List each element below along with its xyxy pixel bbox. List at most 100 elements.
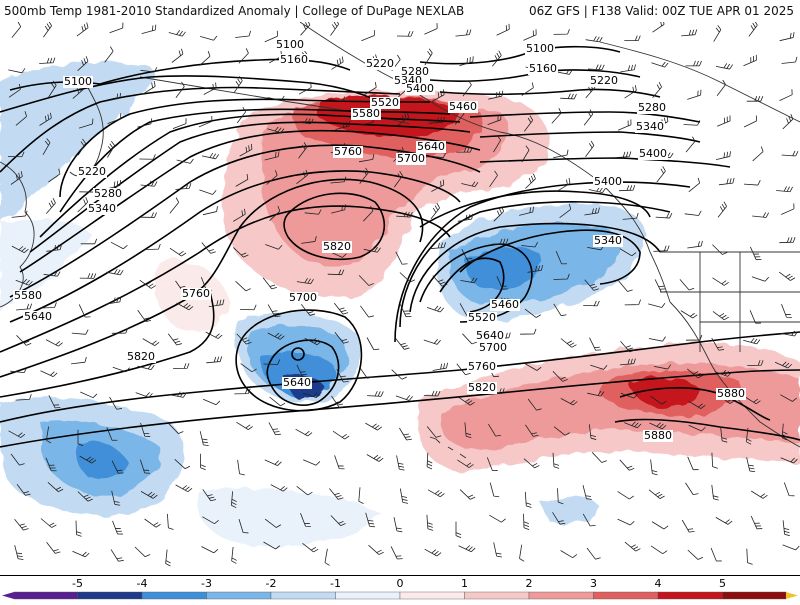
wind-barb bbox=[457, 213, 474, 222]
contour-label-text: 5820 bbox=[323, 240, 351, 253]
wind-barb bbox=[48, 395, 61, 409]
colorbar-tick-label: 5 bbox=[719, 577, 726, 590]
wind-barb bbox=[331, 56, 344, 70]
wind-barb bbox=[140, 212, 157, 218]
wind-barb bbox=[687, 89, 702, 100]
wind-barb bbox=[140, 491, 158, 499]
wind-barb-stroke bbox=[523, 29, 537, 41]
wind-barb-stroke bbox=[77, 138, 86, 156]
contour-label-c5160-ne: 5160 bbox=[528, 62, 558, 75]
wind-barb bbox=[427, 489, 445, 498]
wind-barb-stroke bbox=[486, 457, 498, 471]
contour-label-text: 5760 bbox=[182, 287, 210, 300]
wind-barb bbox=[560, 398, 578, 406]
wind-barb-stroke bbox=[456, 146, 473, 153]
wind-barb-stroke bbox=[717, 201, 727, 218]
wind-barb bbox=[648, 302, 666, 308]
wind-barb bbox=[300, 513, 311, 527]
wind-barb-stroke bbox=[423, 390, 441, 397]
wind-barb-stroke bbox=[717, 115, 731, 127]
wind-barb bbox=[745, 427, 752, 445]
wind-barb-stroke bbox=[16, 335, 32, 346]
contour-label-text: 5640 bbox=[417, 140, 445, 153]
wind-barb bbox=[748, 22, 758, 37]
wind-barb bbox=[111, 460, 124, 474]
wind-barb-stroke bbox=[72, 550, 90, 558]
wind-barb-stroke bbox=[137, 364, 155, 370]
wind-barb-stroke bbox=[391, 369, 407, 380]
map-title: 500mb Temp 1981-2010 Standardized Anomal… bbox=[4, 4, 465, 18]
wind-barb bbox=[423, 339, 441, 345]
wind-barb bbox=[648, 336, 666, 342]
wind-barb bbox=[358, 154, 375, 163]
wind-barb-stroke bbox=[109, 396, 122, 410]
contour-5100-ne bbox=[419, 45, 621, 65]
wind-barb bbox=[424, 548, 442, 557]
wind-barb bbox=[112, 520, 123, 535]
coast-canada bbox=[599, 41, 800, 123]
wind-barb bbox=[553, 149, 569, 159]
wind-barb-stroke bbox=[77, 429, 84, 447]
wind-barb-stroke bbox=[358, 487, 364, 505]
wind-barb-stroke bbox=[45, 198, 56, 214]
wind-barb bbox=[45, 198, 56, 214]
wind-barb bbox=[135, 392, 153, 398]
wind-barb bbox=[137, 309, 152, 322]
contour-label-text: 5160 bbox=[529, 62, 557, 75]
wind-barb bbox=[109, 396, 122, 410]
wind-barb-stroke bbox=[399, 427, 412, 441]
contour-label-text: 5520 bbox=[371, 96, 399, 109]
wind-barb-stroke bbox=[139, 279, 156, 289]
wind-barb bbox=[685, 482, 699, 496]
wind-barb-stroke bbox=[395, 395, 413, 401]
wind-barb-stroke bbox=[11, 210, 28, 218]
wind-barb-stroke bbox=[464, 422, 472, 439]
anomaly-pos-ridge-max bbox=[318, 96, 461, 137]
wind-barb bbox=[173, 363, 190, 369]
wind-barb bbox=[330, 176, 347, 184]
wind-barb bbox=[137, 118, 153, 128]
wind-barb bbox=[72, 550, 90, 558]
wind-barb-stroke bbox=[140, 180, 158, 187]
wind-barb bbox=[430, 242, 446, 250]
wind-barb-stroke bbox=[199, 189, 217, 195]
wind-barb-stroke bbox=[713, 25, 722, 42]
wind-barb bbox=[781, 150, 799, 157]
wind-barb bbox=[496, 23, 510, 36]
wind-barb bbox=[717, 201, 727, 218]
wind-barb bbox=[588, 424, 597, 440]
wind-barb-stroke bbox=[488, 90, 504, 100]
wind-barb bbox=[45, 457, 57, 472]
wind-barb-stroke bbox=[302, 392, 321, 399]
wind-barb bbox=[201, 546, 219, 554]
wind-barb-stroke bbox=[15, 111, 28, 126]
contour-label-c5340-ne: 5340 bbox=[635, 120, 665, 133]
wind-barb bbox=[395, 251, 408, 265]
wind-barb-stroke bbox=[496, 276, 508, 290]
wind-barb-stroke bbox=[233, 208, 246, 222]
wind-barb-stroke bbox=[77, 197, 89, 213]
contour-label-bg bbox=[87, 203, 117, 215]
wind-barb-stroke bbox=[521, 242, 538, 248]
colorbar-tick-label: -5 bbox=[72, 577, 83, 590]
wind-barb-stroke bbox=[176, 302, 194, 311]
wind-barb-stroke bbox=[11, 245, 29, 254]
wind-barb bbox=[591, 452, 607, 463]
wind-barb-stroke bbox=[493, 206, 505, 222]
wind-barb bbox=[781, 423, 788, 441]
wind-barb bbox=[681, 519, 695, 533]
wind-barb-stroke bbox=[712, 311, 729, 321]
wind-barb bbox=[553, 303, 567, 317]
wind-barb-stroke bbox=[238, 518, 249, 534]
colorbar-arrow-left bbox=[2, 592, 14, 599]
wind-barb bbox=[523, 458, 540, 469]
wind-barb-stroke bbox=[167, 513, 174, 530]
contour-label-c5640-trough: 5640 bbox=[475, 329, 505, 342]
wind-barb bbox=[493, 135, 502, 153]
wind-barb-stroke bbox=[711, 484, 719, 501]
wind-barb bbox=[201, 152, 220, 160]
wind-barb bbox=[144, 518, 161, 528]
wind-barb bbox=[106, 92, 122, 102]
wind-barb bbox=[399, 272, 416, 283]
